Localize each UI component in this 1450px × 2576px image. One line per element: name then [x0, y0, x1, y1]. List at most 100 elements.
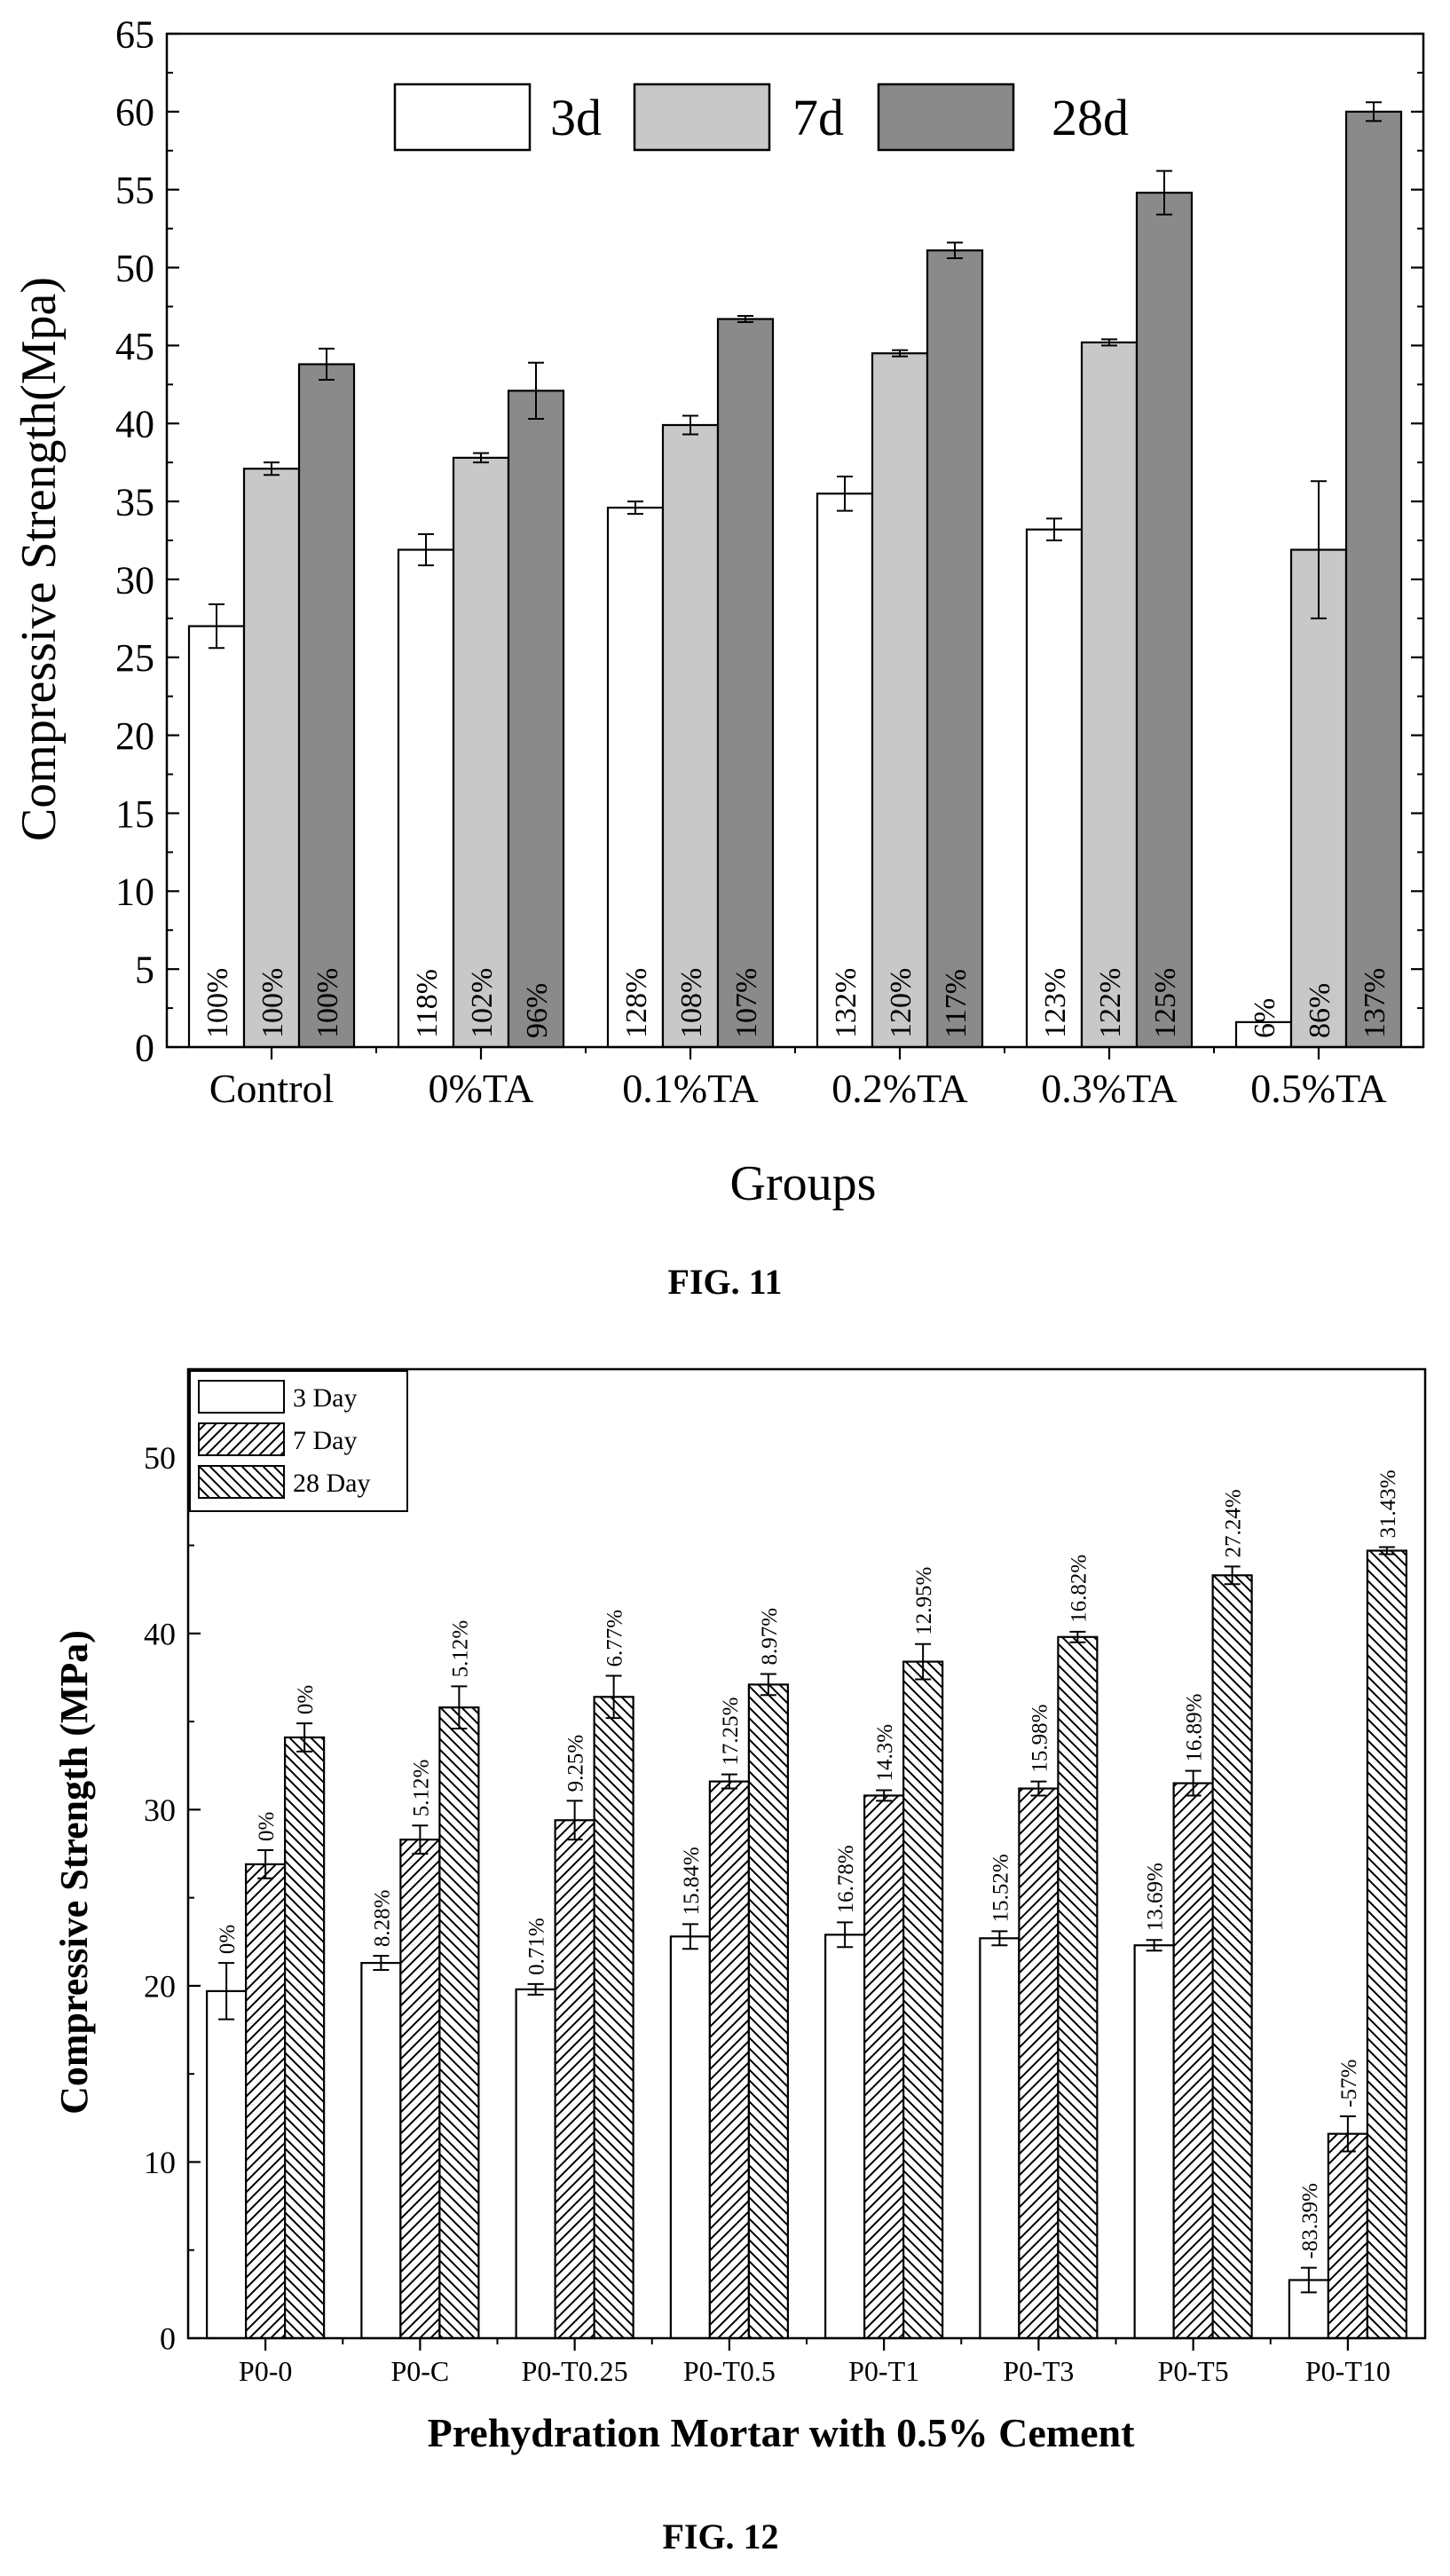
fig12-bar-value-label: 15.52%	[989, 1854, 1013, 1922]
fig12-error-bar	[1030, 1780, 1047, 1797]
fig12-x-tick-label: P0-T5	[1158, 2355, 1229, 2387]
fig11-bar-28d-5	[1344, 110, 1403, 1049]
fig11-y-tick-label: 45	[115, 325, 154, 368]
fig12-error-bar	[760, 1673, 776, 1697]
fig12-bar-value-label: 15.84%	[680, 1847, 704, 1915]
fig11-bar-value-label: 137%	[1359, 968, 1391, 1038]
fig11-bar-value-label: 107%	[730, 968, 763, 1038]
fig11-y-tick-label: 5	[135, 949, 154, 992]
fig12-x-tick-label: P0-T0.25	[522, 2355, 628, 2387]
fig11-bar-value-label: 96%	[521, 983, 554, 1038]
fig12-error-bar	[1146, 1939, 1162, 1952]
fig12-bar-28day-2	[593, 1696, 634, 2340]
fig11-error-bar	[1101, 338, 1117, 347]
fig12-bar-28day-6	[1211, 1574, 1253, 2340]
fig12-error-bar	[1185, 1769, 1202, 1797]
fig12-error-bar	[682, 1923, 698, 1950]
fig11-y-tick-label: 60	[115, 91, 154, 134]
fig12-bar-28day-3	[747, 1683, 789, 2340]
fig11-error-bar	[1046, 517, 1062, 541]
fig11-error-bar	[1156, 169, 1172, 216]
fig12-bar-value-label: 16.78%	[834, 1845, 858, 1913]
fig12-y-axis-title: Compressive Strength (MPa)	[52, 1630, 96, 2115]
fig11-legend-swatch-7d	[633, 83, 771, 152]
fig12-bar-value-label: 6.77%	[603, 1610, 627, 1667]
fig12-bar-value-label: 0%	[216, 1925, 240, 1954]
fig11-legend-swatch-3d	[393, 83, 532, 152]
fig12-bar-value-label: 14.3%	[873, 1724, 897, 1782]
fig12-bar-7day-6	[1172, 1782, 1214, 2340]
fig11-error-bars	[209, 101, 1382, 650]
fig11-figure-label: FIG. 11	[668, 1262, 783, 1302]
fig12-error-bar	[373, 1955, 390, 1972]
fig11-bar-value-label: 128%	[620, 968, 653, 1038]
fig12-bar-value-label: 31.43%	[1376, 1469, 1400, 1538]
fig12-bar-labels: 0% 8.28% 0.71% 15.84% 16.78% 15.52% 13.69% -83.…	[216, 1469, 1400, 2258]
fig12-figure-label: FIG. 12	[662, 2517, 778, 2556]
fig11-y-tick-label: 40	[115, 403, 154, 446]
fig11-error-bar	[418, 532, 434, 567]
fig12-bar-value-label: 5.12%	[448, 1620, 472, 1678]
fig11-legend-label: 3d	[550, 89, 602, 146]
fig11-legend-label: 7d	[792, 89, 844, 146]
fig12-bar-7day-7	[1327, 2132, 1368, 2340]
fig11-y-tick-label: 25	[115, 636, 154, 680]
fig11-legend-swatch-28d	[877, 83, 1015, 152]
fig12-error-bar	[721, 1773, 737, 1790]
fig11-bar-labels: 100% 118% 128% 132% 123% 6% 100% 102% 108% 120% 12…	[201, 968, 1391, 1038]
fig12-bar-value-label: 12.95%	[912, 1567, 936, 1635]
fig12-y-tick-label: 50	[144, 1440, 176, 1476]
fig11-bar-value-label: 100%	[311, 968, 344, 1038]
fig12-error-bar	[1300, 2266, 1317, 2294]
fig12-x-tick-label: P0-T10	[1305, 2355, 1391, 2387]
fig11-bar-3d-0	[187, 625, 246, 1049]
fig11-bar-3d-3	[816, 492, 874, 1049]
fig11-x-tick-label: 0.3%TA	[1041, 1066, 1177, 1111]
fig12-error-bar	[527, 1982, 544, 1996]
fig11-bar-28d-3	[926, 249, 984, 1049]
fig12-bar-value-label: -83.39%	[1298, 2183, 1322, 2258]
fig11-bar-value-label: 108%	[675, 968, 708, 1038]
fig11-error-bar	[1311, 480, 1327, 619]
fig12-y-axis: 0 10 20 30 40 50	[144, 1440, 201, 2357]
fig12-bar-7day-0	[245, 1863, 287, 2340]
fig11-bar-28d-2	[716, 318, 775, 1049]
fig11-y-tick-label: 50	[115, 247, 154, 290]
fig12-bar-7day-3	[708, 1780, 750, 2340]
fig12-legend-swatch-0	[198, 1380, 285, 1414]
fig12-bar-3day-2	[515, 1988, 556, 2340]
fig11-x-tick-label: 0%TA	[429, 1066, 534, 1111]
fig11-y-tick-label: 55	[115, 169, 154, 212]
fig12-bar-value-label: -57%	[1337, 2060, 1361, 2107]
fig12-y-tick-label: 20	[144, 1969, 176, 2005]
fig12-bar-3day-4	[824, 1934, 866, 2340]
fig11-legend: 3d 7d 28d	[393, 83, 1129, 152]
fig11-error-bar	[264, 461, 280, 477]
fig11-y-axis: 0 5 10 15 20 25 30 35 40 45 50 55 60 65	[115, 12, 1423, 1069]
fig11-bar-value-label: 117%	[940, 969, 973, 1038]
fig12-legend-label: 3 Day	[293, 1383, 357, 1413]
fig11-y-axis-title: Compressive Strength(Mpa)	[12, 277, 67, 841]
fig12-error-bar	[1069, 1630, 1086, 1643]
fig12-bar-3day-0	[206, 1989, 248, 2340]
fig11-x-axis: Control 0%TA 0.1%TA 0.2%TA 0.3%TA 0.5%TA	[209, 1047, 1387, 1111]
fig11-y-tick-label: 0	[135, 1026, 154, 1069]
fig11-bar-value-label: 100%	[256, 968, 289, 1038]
fig12-x-tick-label: P0-T1	[848, 2355, 919, 2387]
fig12-error-bar	[837, 1921, 854, 1949]
fig11-bar-7d-0	[242, 468, 301, 1049]
fig12-bar-value-label: 0.71%	[525, 1918, 549, 1975]
fig11-error-bar	[473, 452, 489, 464]
fig12-bar-value-label: 8.97%	[758, 1608, 782, 1666]
fig12-bar-28day-1	[438, 1706, 480, 2340]
fig12-bar-7day-5	[1018, 1787, 1060, 2340]
fig11-bar-value-label: 118%	[411, 969, 444, 1038]
fig12-bars	[206, 1549, 1407, 2340]
fig11-y-tick-label: 10	[115, 870, 154, 914]
fig12-error-bar	[991, 1930, 1008, 1947]
fig12-legend: 3 Day 7 Day 28 Day	[189, 1370, 408, 1512]
fig12-error-bar	[257, 1849, 274, 1879]
fig11-y-tick-label: 35	[115, 480, 154, 524]
fig12-y-tick-label: 30	[144, 1792, 176, 1828]
